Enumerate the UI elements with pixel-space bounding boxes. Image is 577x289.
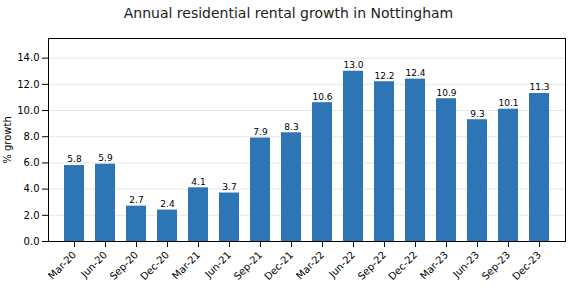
svg-text:10.9: 10.9 <box>436 88 456 98</box>
svg-text:12.0: 12.0 <box>17 79 39 90</box>
svg-text:Jun-20: Jun-20 <box>78 249 109 280</box>
svg-text:Sep-23: Sep-23 <box>480 249 513 282</box>
svg-text:6.0: 6.0 <box>24 157 40 168</box>
svg-text:Dec-21: Dec-21 <box>262 249 295 282</box>
svg-text:Mar-20: Mar-20 <box>46 249 78 281</box>
svg-text:14.0: 14.0 <box>17 52 39 63</box>
svg-text:0.0: 0.0 <box>24 236 40 247</box>
svg-text:% growth: % growth <box>2 116 13 163</box>
svg-text:8.0: 8.0 <box>24 131 40 142</box>
svg-text:5.9: 5.9 <box>98 153 113 163</box>
svg-text:10.6: 10.6 <box>312 92 332 102</box>
svg-text:Dec-20: Dec-20 <box>138 249 171 282</box>
svg-text:12.4: 12.4 <box>405 68 425 78</box>
svg-text:Dec-23: Dec-23 <box>510 249 543 282</box>
svg-text:2.0: 2.0 <box>24 210 40 221</box>
svg-text:3.7: 3.7 <box>222 182 236 192</box>
svg-text:Jun-22: Jun-22 <box>326 249 357 280</box>
svg-text:Mar-21: Mar-21 <box>170 249 202 281</box>
svg-text:7.9: 7.9 <box>253 127 268 137</box>
svg-text:8.3: 8.3 <box>284 122 298 132</box>
svg-text:9.3: 9.3 <box>470 109 484 119</box>
svg-text:4.1: 4.1 <box>191 177 205 187</box>
svg-text:4.0: 4.0 <box>24 183 40 194</box>
svg-text:10.1: 10.1 <box>498 98 518 108</box>
svg-text:Mar-23: Mar-23 <box>418 249 450 281</box>
svg-text:Sep-22: Sep-22 <box>356 249 389 282</box>
svg-text:2.7: 2.7 <box>129 195 143 205</box>
svg-text:Dec-22: Dec-22 <box>386 249 419 282</box>
svg-text:2.4: 2.4 <box>160 199 175 209</box>
svg-text:Jun-21: Jun-21 <box>202 249 233 280</box>
svg-text:12.2: 12.2 <box>374 71 394 81</box>
svg-text:Sep-21: Sep-21 <box>232 249 265 282</box>
html-text:Annual residential rental grow: Annual residential rental growth in Nott… <box>123 5 454 21</box>
svg-text:11.3: 11.3 <box>529 82 549 92</box>
svg-text:Mar-22: Mar-22 <box>294 249 326 281</box>
svg-text:Jun-23: Jun-23 <box>450 249 481 280</box>
svg-text:5.8: 5.8 <box>67 154 82 164</box>
svg-text:10.0: 10.0 <box>17 105 39 116</box>
svg-text:13.0: 13.0 <box>343 60 363 70</box>
svg-text:Sep-20: Sep-20 <box>108 249 141 282</box>
